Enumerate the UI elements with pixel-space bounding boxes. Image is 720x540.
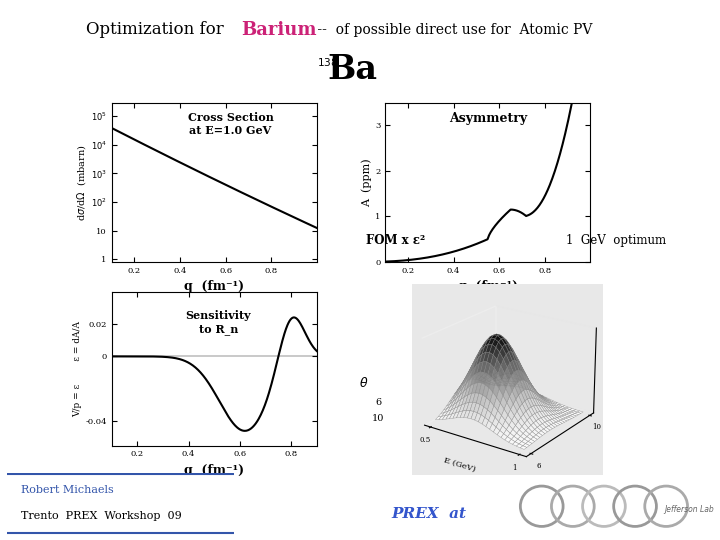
Text: PREX  at: PREX at (391, 507, 466, 521)
Text: Robert Michaels: Robert Michaels (21, 485, 114, 495)
X-axis label: q  (fm⁻¹): q (fm⁻¹) (184, 464, 244, 477)
Text: Optimization for: Optimization for (86, 21, 230, 38)
Text: $\theta$: $\theta$ (359, 376, 369, 390)
Text: 1  GeV  optimum: 1 GeV optimum (565, 234, 666, 247)
Y-axis label: A  (ppm): A (ppm) (361, 158, 372, 207)
Y-axis label: V/p = ε        ε = dA/A: V/p = ε ε = dA/A (73, 321, 83, 416)
X-axis label: q  (fm⁻¹): q (fm⁻¹) (184, 280, 244, 293)
Text: $^{138}$: $^{138}$ (317, 60, 338, 75)
Text: Ba: Ba (328, 52, 377, 86)
Text: --  of possible direct use for  Atomic PV: -- of possible direct use for Atomic PV (313, 23, 593, 37)
Text: Cross Section
at E=1.0 GeV: Cross Section at E=1.0 GeV (188, 112, 274, 136)
FancyBboxPatch shape (5, 474, 236, 533)
X-axis label: q  (fm⁻¹): q (fm⁻¹) (458, 280, 518, 293)
Text: Barium: Barium (241, 21, 317, 39)
Text: 6: 6 (375, 398, 381, 407)
Text: Sensitivity
to R_n: Sensitivity to R_n (186, 310, 251, 335)
Text: 10: 10 (372, 414, 384, 423)
Text: Asymmetry: Asymmetry (449, 112, 527, 125)
Text: FOM x ε²: FOM x ε² (366, 234, 425, 247)
Text: Trento  PREX  Workshop  09: Trento PREX Workshop 09 (21, 511, 181, 521)
X-axis label: E (GeV): E (GeV) (444, 456, 477, 473)
Y-axis label: d$\sigma$/d$\Omega$  (mbarn): d$\sigma$/d$\Omega$ (mbarn) (75, 144, 88, 221)
Text: Jefferson Lab: Jefferson Lab (665, 505, 714, 514)
